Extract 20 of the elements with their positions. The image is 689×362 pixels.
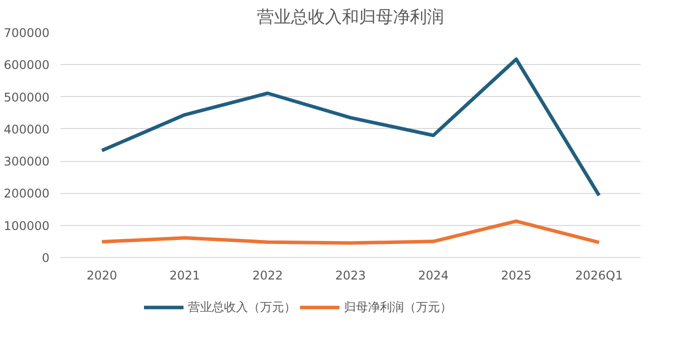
y-tick-label: 700000 (4, 26, 50, 40)
legend-label: 归母净利润（万元） (344, 298, 452, 316)
x-tick-label: 2021 (170, 268, 200, 282)
y-tick-label: 500000 (4, 90, 50, 104)
y-tick-label: 400000 (4, 122, 50, 136)
x-tick-label: 2020 (86, 268, 118, 282)
x-tick-label: 2025 (500, 268, 532, 282)
x-tick-label: 2022 (252, 268, 283, 282)
chart-title: 营业总收入和归母净利润 (257, 8, 444, 28)
line-series (100, 57, 601, 198)
y-tick-label: 200000 (4, 186, 50, 201)
y-tick-label: 0 (42, 251, 50, 265)
x-tick-label: 2023 (335, 268, 366, 282)
y-tick-label: 300000 (4, 154, 50, 169)
y-tick-label: 600000 (4, 58, 50, 72)
x-tick-label: 2026Q1 (575, 268, 623, 282)
legend-label: 营业总收入（万元） (188, 298, 296, 316)
line-series (100, 219, 601, 245)
y-tick-label: 100000 (4, 218, 50, 233)
x-tick-label: 2024 (418, 268, 449, 282)
